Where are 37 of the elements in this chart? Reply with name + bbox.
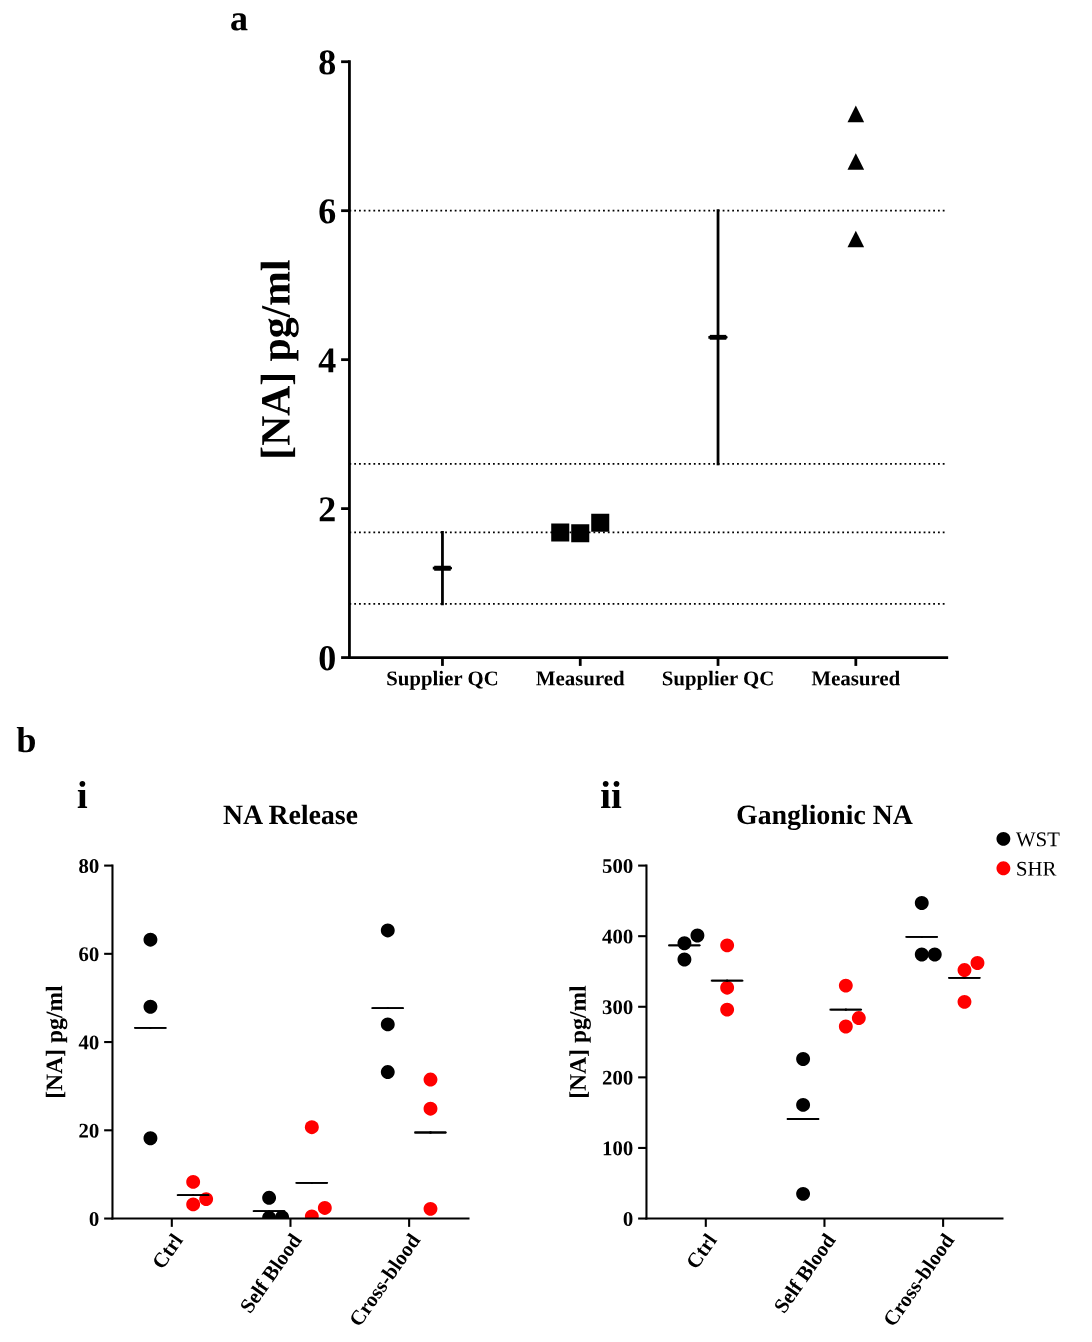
y-tick-label: 20 [79, 1123, 99, 1138]
y-tick-label: 8 [319, 50, 336, 75]
legend-label: SHR [1017, 861, 1057, 876]
x-tick-label: Ctrl [151, 1232, 184, 1270]
text: ii [601, 780, 622, 808]
y-tick-label: 0 [319, 646, 335, 671]
x-tick-label: Measured [811, 670, 900, 686]
y-tick-label: 2 [319, 497, 335, 522]
y-axis-title: [NA] pg/ml [569, 985, 591, 1098]
y-tick-label: 4 [318, 348, 336, 373]
point [847, 105, 865, 123]
y-tick-label: 0 [89, 1211, 99, 1226]
y-tick-label: 100 [603, 1141, 633, 1156]
x-tick-label: Ctrl [685, 1232, 718, 1270]
y-tick-label: 200 [602, 1070, 633, 1085]
x-tick-label: Supplier QC [662, 670, 773, 690]
legend-label: WST [1015, 832, 1060, 847]
point [847, 230, 865, 248]
x-tick-label: Measured [536, 670, 625, 686]
text: a [231, 13, 248, 31]
point [847, 153, 865, 170]
y-tick-label: 80 [79, 858, 99, 874]
y-tick-label: 500 [602, 858, 633, 874]
x-tick-label: Supplier QC [387, 670, 498, 690]
y-axis-title: [NA] pg/ml [260, 260, 299, 457]
y-tick-label: 0 [623, 1211, 633, 1226]
chart-title: NA Release [223, 804, 358, 825]
y-axis-title: [NA] pg/ml [45, 985, 68, 1098]
chart-title: Ganglionic NA [737, 804, 913, 831]
y-tick-label: 6 [319, 199, 336, 224]
y-tick-label: 60 [79, 947, 99, 962]
point [571, 524, 590, 543]
text: b [16, 726, 35, 753]
y-tick-label: 40 [78, 1035, 99, 1050]
text: i [77, 780, 88, 808]
y-tick-label: 400 [602, 929, 633, 944]
y-tick-label: 300 [602, 1000, 633, 1015]
